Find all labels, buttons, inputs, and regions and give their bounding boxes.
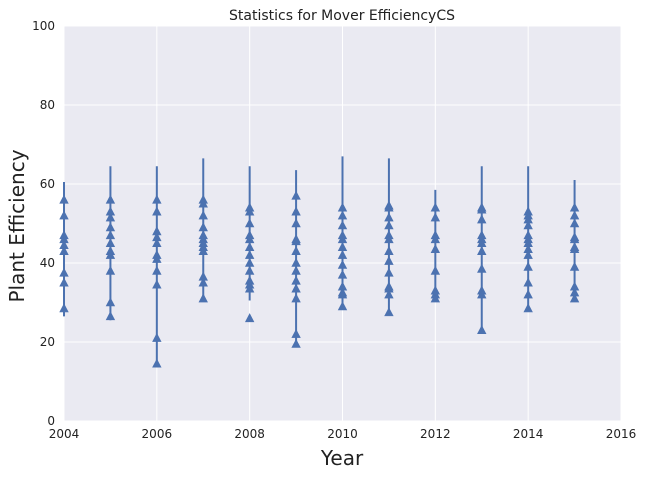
x-tick-label: 2006 — [142, 427, 173, 441]
data-point-marker — [337, 220, 348, 230]
y-tick-label: 0 — [47, 414, 55, 428]
data-point-marker — [569, 244, 580, 253]
data-point-marker — [337, 259, 348, 269]
data-point-marker — [430, 265, 441, 275]
data-point-marker — [198, 293, 208, 303]
data-point-marker — [152, 332, 162, 342]
x-tick-label: 2004 — [49, 427, 80, 441]
y-tick-label: 20 — [40, 335, 55, 349]
data-point-marker — [384, 255, 394, 265]
data-point-marker — [337, 249, 348, 259]
data-point-marker — [477, 204, 487, 214]
y-tick-label: 80 — [40, 98, 55, 112]
data-point-marker — [152, 253, 162, 263]
data-point-marker — [105, 297, 116, 307]
data-point-marker — [523, 289, 533, 299]
tick-labels: 0 20 40 60 80 100 2004 2006 2008 2010 2012 2014 2016 — [32, 19, 636, 441]
data-point-marker — [384, 234, 394, 244]
data-point-marker — [430, 244, 441, 253]
data-point-marker — [430, 202, 441, 212]
data-point-marker — [152, 206, 162, 216]
data-point-marker — [244, 206, 255, 216]
x-tick-label: 2012 — [420, 427, 451, 441]
y-tick-label: 40 — [40, 256, 55, 270]
data-point-marker — [291, 190, 301, 200]
data-point-marker — [105, 194, 116, 204]
data-point-marker — [59, 194, 69, 204]
data-point-marker — [244, 313, 255, 323]
data-point-marker — [384, 267, 394, 277]
data-point-marker — [59, 210, 69, 220]
x-tick-label: 2016 — [606, 427, 637, 441]
data-point-marker — [337, 289, 348, 299]
data-point-marker — [384, 246, 394, 255]
data-point-marker — [291, 206, 301, 216]
data-point-marker — [244, 265, 255, 275]
data-point-marker — [430, 293, 441, 303]
data-point-marker — [59, 246, 69, 255]
data-point-marker — [291, 338, 301, 348]
data-point-marker — [430, 234, 441, 244]
data-point-marker — [198, 198, 208, 208]
data-point-marker — [523, 249, 533, 259]
data-point-marker — [523, 277, 533, 287]
data-point-marker — [291, 218, 301, 228]
data-point-marker — [244, 283, 255, 293]
data-point-marker — [198, 246, 208, 255]
data-point-marker — [337, 210, 348, 220]
data-point-marker — [152, 238, 162, 248]
x-tick-label: 2014 — [513, 427, 544, 441]
data-point-marker — [477, 325, 487, 334]
data-point-marker — [291, 283, 301, 293]
data-point-marker — [523, 261, 533, 271]
data-point-marker — [477, 263, 487, 273]
data-point-marker — [59, 277, 69, 287]
data-point-marker — [337, 269, 348, 279]
data-point-marker — [384, 202, 394, 212]
data-point-marker — [59, 303, 69, 313]
data-point-marker — [105, 311, 116, 321]
data-point-marker — [198, 210, 208, 220]
data-point-marker — [105, 265, 116, 275]
x-axis-label: Year — [320, 446, 364, 470]
data-point-marker — [152, 279, 162, 289]
data-point-marker — [384, 289, 394, 299]
data-point-marker — [105, 249, 116, 259]
y-tick-label: 60 — [40, 177, 55, 191]
data-point-marker — [244, 218, 255, 228]
y-axis-label: Plant Efficiency — [5, 149, 29, 302]
data-point-marker — [477, 289, 487, 299]
data-point-marker — [477, 246, 487, 255]
data-point-marker — [523, 220, 533, 230]
y-tick-label: 100 — [32, 19, 55, 33]
data-point-marker — [291, 328, 301, 338]
data-point-marker — [569, 293, 580, 303]
x-tick-label: 2010 — [327, 427, 358, 441]
data-point-marker — [569, 218, 580, 228]
data-point-marker — [105, 212, 116, 222]
data-point-marker — [198, 277, 208, 287]
data-point-marker — [337, 301, 348, 311]
data-point-marker — [291, 265, 301, 275]
chart-title: Statistics for Mover EfficiencyCS — [229, 8, 455, 24]
data-series — [59, 156, 580, 368]
data-point-marker — [430, 212, 441, 222]
data-point-marker — [384, 307, 394, 317]
data-point-marker — [291, 236, 301, 246]
data-point-marker — [152, 265, 162, 275]
x-tick-label: 2008 — [234, 427, 265, 441]
data-point-marker — [291, 293, 301, 303]
data-point-marker — [523, 303, 533, 313]
data-point-marker — [569, 261, 580, 271]
data-point-marker — [291, 246, 301, 255]
data-point-marker — [477, 214, 487, 224]
data-point-marker — [59, 267, 69, 277]
data-point-marker — [152, 194, 162, 204]
data-point-marker — [384, 220, 394, 230]
data-point-marker — [152, 358, 162, 368]
